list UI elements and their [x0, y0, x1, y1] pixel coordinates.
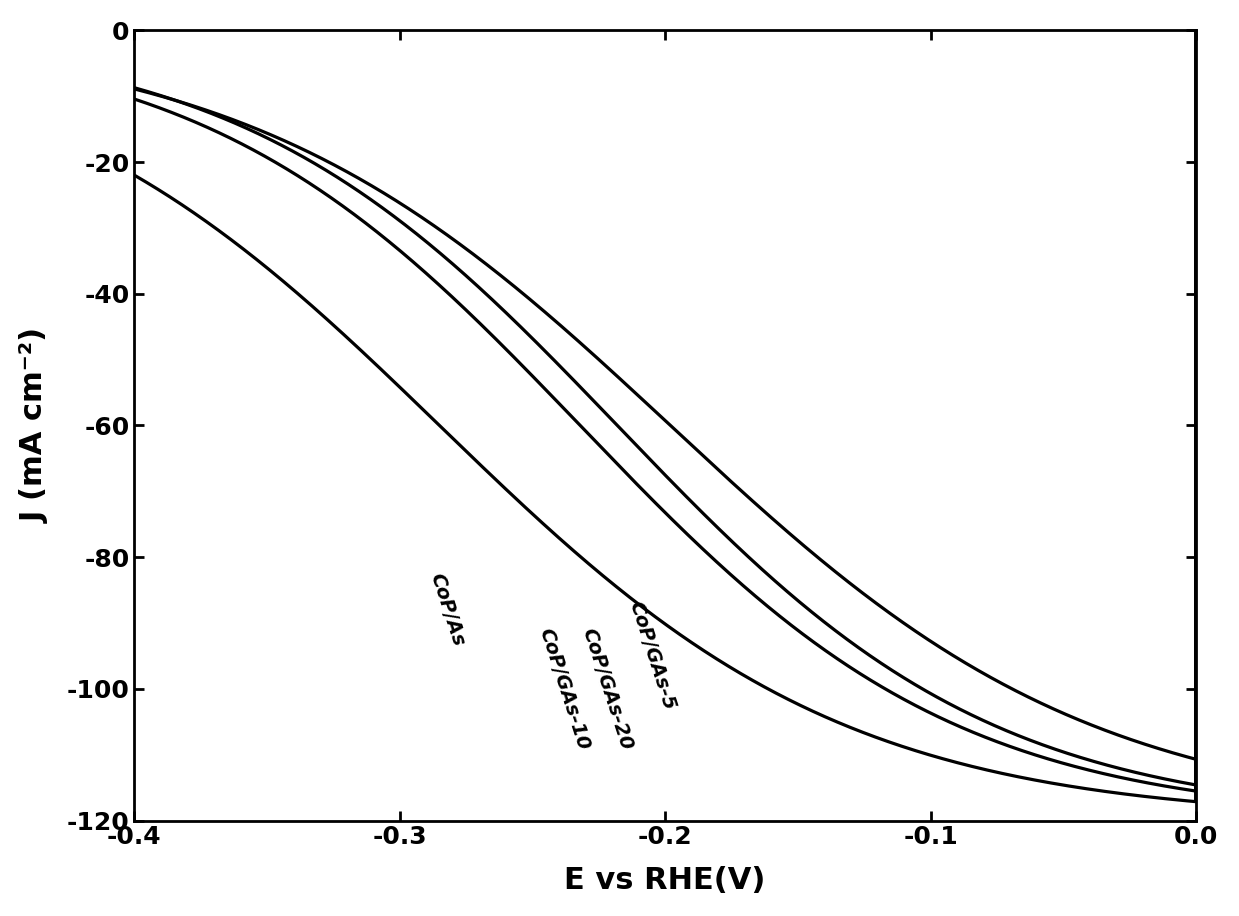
- X-axis label: E vs RHE(V): E vs RHE(V): [565, 867, 766, 895]
- Text: CoP/GAs-10: CoP/GAs-10: [535, 626, 593, 752]
- Text: CoP/GAs-20: CoP/GAs-20: [579, 626, 636, 752]
- Text: CoP/As: CoP/As: [426, 571, 468, 649]
- Text: CoP/GAs-5: CoP/GAs-5: [626, 599, 679, 713]
- Y-axis label: J (mA cm⁻²): J (mA cm⁻²): [21, 328, 50, 523]
